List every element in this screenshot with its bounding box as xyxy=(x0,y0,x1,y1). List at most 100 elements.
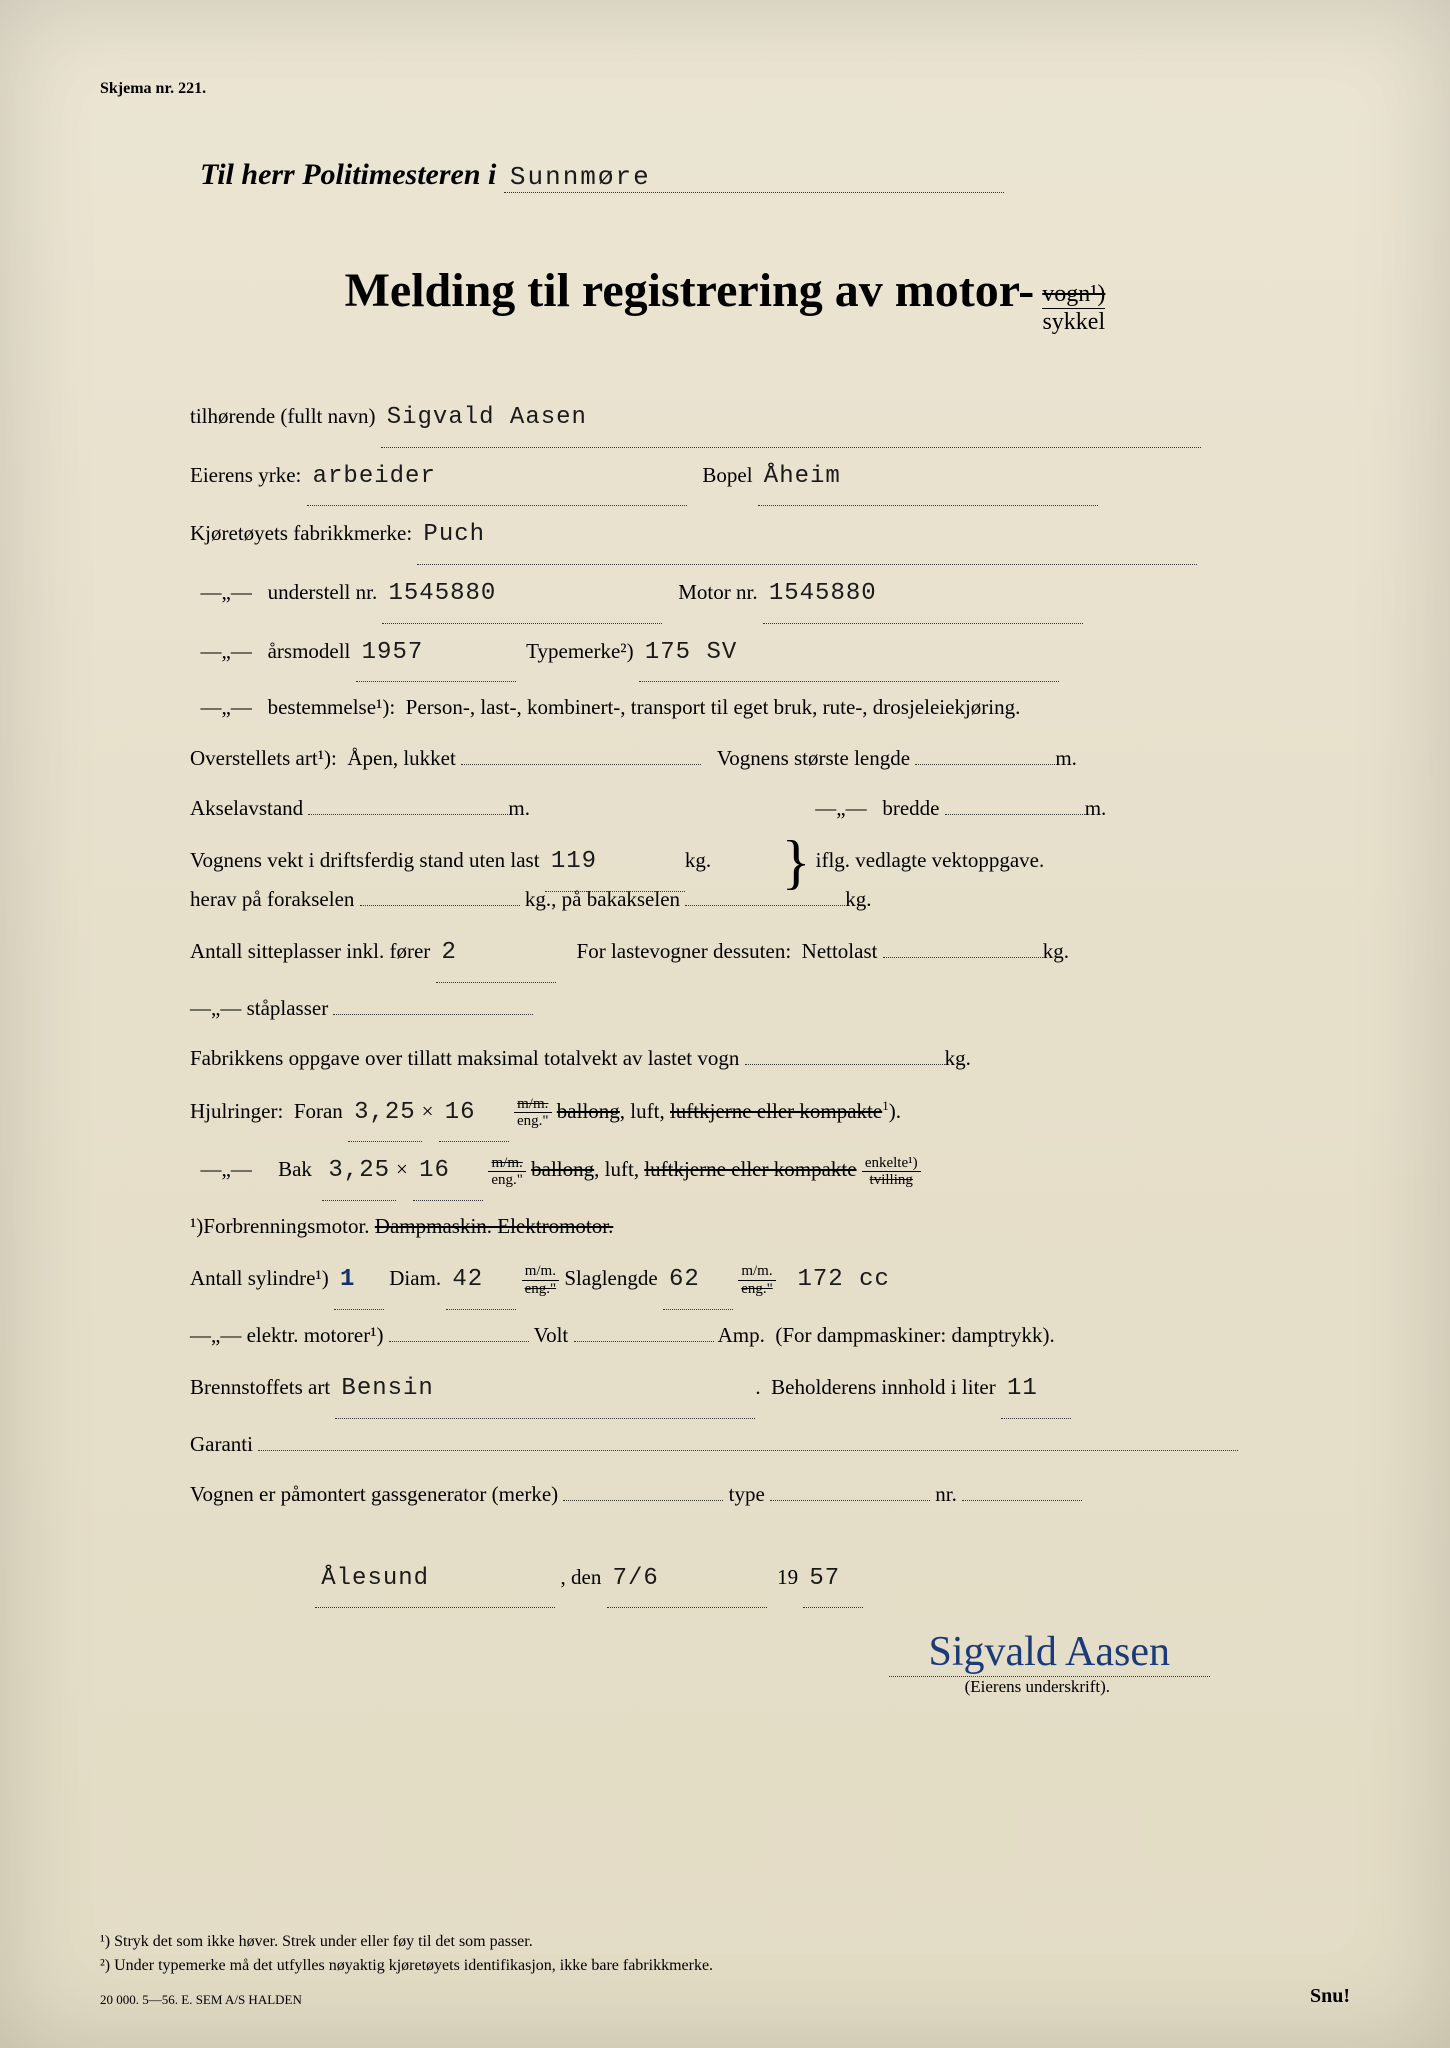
weight-value: 119 xyxy=(545,848,603,875)
tyre-r2: 16 xyxy=(413,1157,456,1184)
seats-value: 2 xyxy=(436,939,463,966)
purpose-text: Person-, last-, kombinert-, transport ti… xyxy=(406,695,1021,719)
frac-eng-2: eng." xyxy=(488,1172,526,1189)
unit-kg-4: kg. xyxy=(945,1046,971,1070)
name-label: tilhørende (fullt navn) xyxy=(190,404,375,428)
frac-mm-eng-2: m/m.eng." xyxy=(488,1155,526,1189)
tyre-opt-keep-2: luft xyxy=(605,1157,634,1181)
year-value: 1957 xyxy=(356,639,430,666)
tank-label: Beholderens innhold i liter xyxy=(771,1375,996,1399)
title-suffix-struck: vogn¹) xyxy=(1042,281,1105,308)
form-body: tilhørende (fullt navn) Sigvald Aasen Ei… xyxy=(190,389,1310,1608)
unit-m-3: m. xyxy=(1085,796,1107,820)
trucks-label: For lastevogner dessuten: xyxy=(577,939,792,963)
residence-label: Bopel xyxy=(702,463,752,487)
axle-front-label: herav på forakselen xyxy=(190,887,354,911)
unit-kg-2: kg. xyxy=(845,887,871,911)
purpose-label: bestemmelse¹): xyxy=(268,695,396,719)
unit-m-2: m. xyxy=(508,796,530,820)
addressee-line: Til herr Politimesteren i Sunnmøre xyxy=(200,158,1350,193)
tyre-f1: 3,25 xyxy=(348,1099,422,1126)
frac-mm-eng-4: m/m.eng." xyxy=(738,1263,776,1297)
frac-mm-4: m/m. xyxy=(738,1263,776,1281)
date-den: , den xyxy=(561,1565,602,1589)
tank-value: 11 xyxy=(1001,1375,1044,1402)
diam-value: 42 xyxy=(446,1266,489,1293)
title-suffix-keep: sykkel xyxy=(1042,309,1105,335)
make-value: Puch xyxy=(417,521,491,548)
tyre-opt-struck-1: ballong xyxy=(557,1099,620,1123)
unit-m: m. xyxy=(1055,746,1077,770)
frac-single-twin: enkelte¹)tvilling xyxy=(862,1155,921,1189)
frac-mm-3: m/m. xyxy=(522,1263,560,1281)
occupation-label: Eierens yrke: xyxy=(190,463,301,487)
tyres-label: Hjulringer: xyxy=(190,1099,283,1123)
signature-label: (Eierens underskrift). xyxy=(190,1677,1110,1697)
frac-eng-1: eng." xyxy=(514,1113,552,1130)
make-label: Kjøretøyets fabrikkmerke: xyxy=(190,521,412,545)
volt-label: Volt xyxy=(534,1323,569,1347)
fuel-label: Brennstoffets art xyxy=(190,1375,330,1399)
gasgen-type: type xyxy=(729,1482,765,1506)
diam-label: Diam. xyxy=(389,1266,441,1290)
year-label: årsmodell xyxy=(268,639,351,663)
stroke-value: 62 xyxy=(663,1266,706,1293)
footnote-1: ¹) Stryk det som ikke høver. Strek under… xyxy=(100,1930,713,1954)
unit-kg-1: kg. xyxy=(685,848,711,872)
chassis-value: 1545880 xyxy=(382,580,502,607)
frac-eng-3: eng." xyxy=(522,1281,560,1298)
addressee-prefix: Til herr Politimesteren i xyxy=(200,158,496,191)
main-title: Melding til registrering av motor- xyxy=(345,263,1035,318)
unit-kg-3: kg. xyxy=(1043,939,1069,963)
single-label: enkelte¹) xyxy=(862,1155,921,1173)
body-text: Åpen, lukket xyxy=(347,746,455,770)
body-label: Overstellets art¹): xyxy=(190,746,337,770)
maxweight-label: Fabrikkens oppgave over tillatt maksimal… xyxy=(190,1046,739,1070)
warranty-label: Garanti xyxy=(190,1432,253,1456)
signature-value: Sigvald Aasen xyxy=(889,1628,1210,1677)
tyres-front-label: Foran xyxy=(294,1099,343,1123)
stroke-label: Slaglengde xyxy=(564,1266,657,1290)
chassis-label: understell nr. xyxy=(268,580,378,604)
type-label: Typemerke²) xyxy=(526,639,633,663)
frac-mm-2: m/m. xyxy=(488,1155,526,1173)
form-number: Skjema nr. 221. xyxy=(100,80,1350,98)
weight-label: Vognens vekt i driftsferdig stand uten l… xyxy=(190,848,540,872)
date-year: 57 xyxy=(803,1565,846,1592)
name-value: Sigvald Aasen xyxy=(381,404,593,431)
standing-label: ståplasser xyxy=(247,996,329,1020)
frac-mm-eng-1: m/m.eng." xyxy=(514,1096,552,1130)
snu-indicator: Snu! xyxy=(1310,1985,1350,2008)
date-day: 7/6 xyxy=(607,1565,665,1592)
motor-label: Motor nr. xyxy=(678,580,757,604)
length-label: Vognens største lengde xyxy=(717,746,910,770)
frac-mm-1: m/m. xyxy=(514,1096,552,1114)
engine-label: ¹)Forbrenningsmotor. xyxy=(190,1214,370,1238)
tyre-r1: 3,25 xyxy=(322,1157,396,1184)
tyres-rear-label: Bak xyxy=(278,1157,312,1181)
wheelbase-label: Akselavstand xyxy=(190,796,303,820)
addressee-value: Sunnmøre xyxy=(504,162,657,192)
tyre-f2: 16 xyxy=(439,1099,482,1126)
imprint: 20 000. 5—56. E. SEM A/S HALDEN xyxy=(100,1992,302,2008)
tyre-opt-struck-4: luftkjerne eller kompakte xyxy=(644,1157,856,1181)
cyl-value: 1 xyxy=(334,1266,361,1293)
signature-area: Sigvald Aasen (Eierens underskrift). xyxy=(190,1628,1350,1697)
motor-value: 1545880 xyxy=(763,580,883,607)
engine-struck: Dampmaskin. Elektromotor. xyxy=(375,1214,614,1238)
amp-label: Amp. xyxy=(718,1323,765,1347)
footnotes: ¹) Stryk det som ikke høver. Strek under… xyxy=(100,1930,713,1978)
steam-note: (For dampmaskiner: damptrykk). xyxy=(775,1323,1054,1347)
document-page: Skjema nr. 221. Til herr Politimesteren … xyxy=(0,0,1450,2048)
footnote-2: ²) Under typemerke må det utfylles nøyak… xyxy=(100,1954,713,1978)
residence-value: Åheim xyxy=(758,463,847,490)
tyre-opt-keep-1: luft xyxy=(630,1099,659,1123)
occupation-value: arbeider xyxy=(307,463,442,490)
date-place: Ålesund xyxy=(315,1565,435,1592)
weight-note: iflg. vedlagte vektoppgave. xyxy=(816,848,1045,872)
width-label: bredde xyxy=(882,796,939,820)
frac-mm-eng-3: m/m.eng." xyxy=(522,1263,560,1297)
twin-label: tvilling xyxy=(862,1172,921,1189)
title-suffix: vogn¹) sykkel xyxy=(1042,281,1105,335)
seats-label: Antall sitteplasser inkl. fører xyxy=(190,939,430,963)
